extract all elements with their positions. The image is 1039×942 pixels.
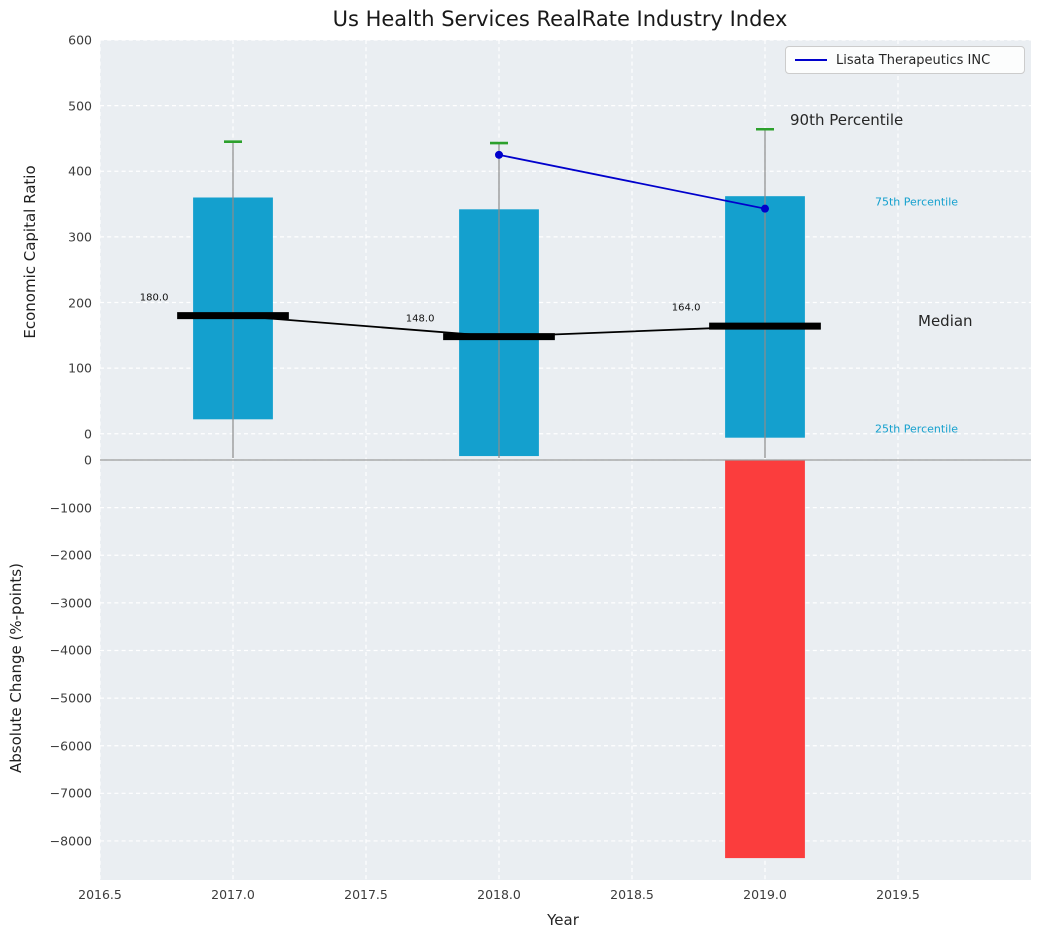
y-tick-label: 300 — [68, 229, 92, 245]
median-value-label: 180.0 — [139, 292, 169, 304]
p75-percentile-annotation: 75th Percentile — [875, 195, 959, 209]
x-tick-label: 2018.0 — [477, 887, 521, 902]
y-tick-label: 600 — [68, 32, 92, 48]
company-point — [761, 204, 769, 213]
p25-percentile-annotation: 25th Percentile — [875, 422, 959, 435]
company-point — [495, 150, 503, 159]
y-tick-label: 400 — [68, 163, 92, 179]
median-value-label: 164.0 — [671, 302, 701, 314]
y-tick-label: −8000 — [49, 833, 92, 849]
y-tick-label: −1000 — [49, 500, 92, 516]
median-annotation: Median — [918, 311, 973, 330]
x-tick-label: 2019.5 — [876, 887, 920, 902]
company-line — [498, 153, 766, 210]
x-tick-label: 2019.0 — [743, 887, 787, 902]
legend: Lisata Therapeutics INC — [785, 46, 1025, 74]
y-tick-label: 500 — [68, 98, 92, 114]
p90-percentile-annotation: 90th Percentile — [790, 111, 904, 130]
legend-line-sample — [795, 59, 827, 61]
x-tick-label: 2017.5 — [344, 887, 388, 902]
median-value-label: 148.0 — [405, 313, 435, 325]
x-tick-label: 2016.5 — [78, 887, 122, 902]
x-axis-label: Year — [547, 911, 579, 929]
top-y-axis-label: Economic Capital Ratio — [21, 165, 39, 339]
y-tick-label: 100 — [68, 360, 92, 376]
y-tick-label: −2000 — [49, 547, 92, 563]
y-tick-label: 200 — [68, 295, 92, 310]
negative-change-bar — [725, 460, 805, 859]
chart-title: Us Health Services RealRate Industry Ind… — [332, 7, 788, 31]
x-tick-label: 2017.0 — [211, 887, 255, 902]
x-tick-label: 2018.5 — [610, 887, 654, 902]
bottom-y-axis-label: Absolute Change (%-points) — [7, 563, 25, 773]
y-tick-label: −4000 — [49, 642, 92, 658]
legend-label: Lisata Therapeutics INC — [836, 52, 991, 68]
y-tick-label: 0 — [84, 426, 92, 442]
y-tick-label: −3000 — [49, 595, 92, 611]
y-tick-label: 0 — [84, 452, 92, 468]
y-tick-label: −7000 — [49, 785, 92, 801]
y-tick-label: −6000 — [49, 738, 92, 754]
y-tick-label: −5000 — [49, 690, 92, 706]
